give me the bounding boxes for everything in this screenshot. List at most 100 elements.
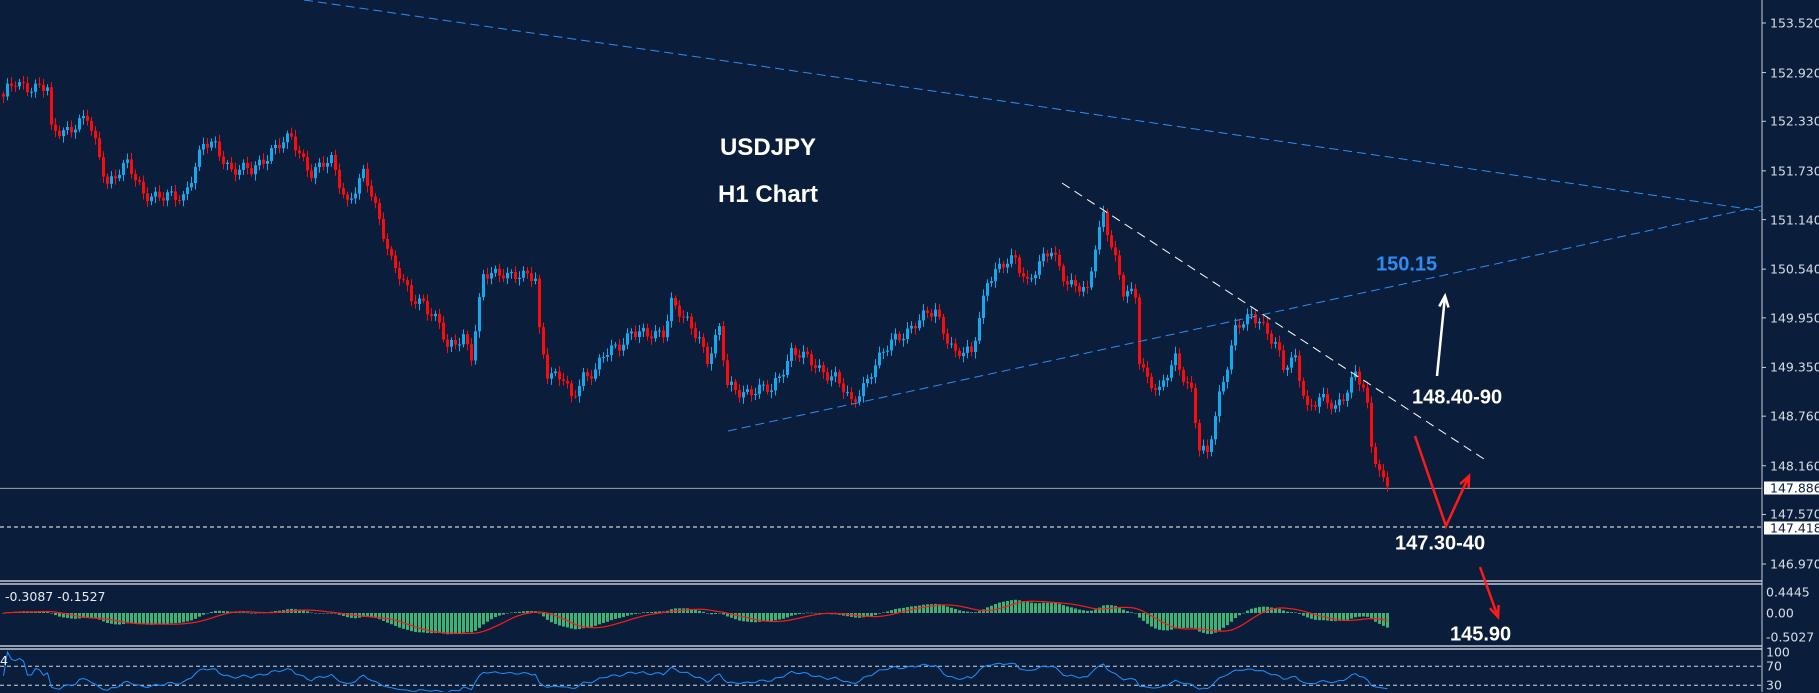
candle [774,372,777,396]
macd-bar [778,613,781,620]
candle [1006,258,1009,274]
macd-bar [306,611,309,613]
candle [274,139,277,155]
candle-body [1146,367,1149,377]
candle [874,359,877,384]
candle [1334,400,1337,413]
candle-body [466,334,469,345]
candle-body [1186,381,1189,383]
candle-body [98,138,101,158]
macd-bar [1158,613,1161,630]
candle-body [254,165,257,175]
candle-body [150,196,153,202]
candle-body [1026,276,1029,279]
annotation-target-up: 150.15 [1376,253,1438,276]
y-tick-label: 150.540 [1770,261,1819,277]
candle-body [474,331,477,361]
current-price-label: 147.886 [1764,481,1819,495]
candle-body [310,170,313,179]
candle [906,321,909,344]
candle-body [342,188,345,195]
candle-body [42,84,45,91]
macd-bar [1090,610,1093,613]
macd-bar [550,613,553,623]
candle [802,345,805,365]
candle-body [434,313,437,317]
macd-bar [730,613,733,618]
candle-body [570,383,573,397]
candle-body [1206,445,1209,453]
macd-bar [1334,613,1337,622]
candle [178,195,181,205]
arrow-bounce-icon [1413,435,1471,530]
macd-bar [1174,613,1177,629]
y-tick-label: 146.970 [1770,556,1819,572]
macd-bar [482,613,485,625]
macd-bar [786,613,789,618]
candle [298,145,301,159]
arrow-bounce-icon-shaft [1413,435,1471,530]
macd-bar [526,610,529,613]
candle [950,336,953,349]
candle-body [426,300,429,315]
candle-body [154,191,157,197]
candle [38,77,41,89]
candle-body [866,378,869,384]
candle-body [450,339,453,347]
macd-bar [1134,613,1137,614]
candle-body [802,351,805,358]
macd-bar [990,605,993,613]
candle-body [806,351,809,355]
candle-body [282,142,285,149]
macd-bar [1302,613,1305,616]
candle [550,367,553,385]
macd-bar [918,605,921,613]
candle [158,185,161,202]
candle [206,137,209,154]
candle-body [194,166,197,184]
candle-body [218,141,221,157]
macd-bar [86,613,89,618]
candle [130,152,133,179]
macd-bar [578,613,581,630]
y-tick-label: 147.570 [1770,506,1819,522]
candle-body [62,130,65,137]
macd-bar [642,612,645,613]
candle-body [334,154,337,170]
macd-bar [458,613,461,634]
candle-body [374,196,377,203]
rsi-line [3,650,1388,692]
candle-body [410,285,413,302]
macd-bar [1010,600,1013,613]
candle-body [1014,255,1017,258]
candle-body [658,330,661,332]
macd-bar [1142,613,1145,621]
macd-bar [1034,603,1037,613]
macd-bar [1058,603,1061,613]
candle-body [146,193,149,202]
candle [362,164,365,182]
macd-bar [1326,613,1329,621]
candle [570,380,573,403]
macd-bar [1226,613,1229,626]
candle [1034,270,1037,285]
macd-bar [1026,601,1029,613]
macd-bar [606,613,609,622]
candle [14,81,17,93]
y-tick-label: 151.140 [1770,212,1819,228]
macd-bar [518,611,521,613]
candle [42,78,45,98]
candle-body [690,316,693,329]
macd-bar [790,613,793,616]
candle-body [1378,464,1381,471]
candle [250,161,253,177]
candle-body [638,331,641,338]
macd-bar [574,613,577,630]
candle [1190,376,1193,392]
candle [1306,389,1309,412]
annotation-support: 147.30-40 [1395,532,1486,555]
candle [974,336,977,359]
macd-bar [1138,613,1141,618]
candle [1362,380,1365,392]
candle [1062,263,1065,287]
